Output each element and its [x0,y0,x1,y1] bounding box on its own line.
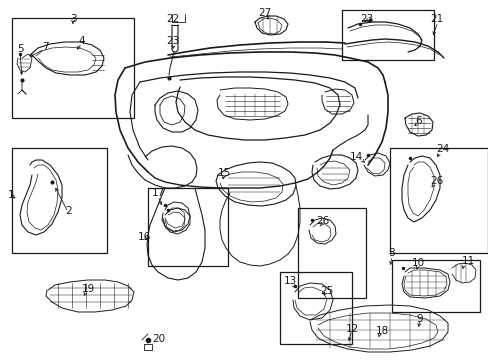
Bar [148,188,227,266]
Text: 19: 19 [82,284,95,294]
Text: 12: 12 [346,324,359,334]
Bar [12,148,107,253]
Bar [280,272,351,344]
Text: 5: 5 [17,44,23,54]
Bar [389,148,487,253]
Text: 24: 24 [435,144,448,154]
Text: 26: 26 [315,216,328,226]
Text: 16: 16 [138,232,151,242]
Text: 3: 3 [70,14,77,24]
Bar [12,18,134,118]
Text: 18: 18 [375,326,388,336]
Text: 27: 27 [258,8,271,18]
Text: 7: 7 [42,42,48,52]
Text: 23: 23 [165,36,179,46]
Text: 8: 8 [387,248,394,258]
Text: 15: 15 [218,168,231,178]
Text: 21: 21 [429,14,442,24]
Text: 9: 9 [415,314,422,324]
Text: 10: 10 [411,258,424,268]
Text: 14: 14 [349,152,363,162]
Text: 11: 11 [461,256,474,266]
Bar [341,10,433,60]
Text: 22: 22 [165,14,179,24]
Text: 17: 17 [152,188,165,198]
Bar [297,208,365,298]
Text: 4: 4 [78,36,84,46]
Text: 25: 25 [319,286,332,296]
Text: 2: 2 [65,206,71,216]
Text: 20: 20 [152,334,165,344]
Text: 26: 26 [429,176,442,186]
Text: 1: 1 [8,190,15,200]
Text: 13: 13 [284,276,297,286]
Text: 6: 6 [414,116,421,126]
Bar [391,260,479,312]
Text: 23: 23 [359,14,372,24]
